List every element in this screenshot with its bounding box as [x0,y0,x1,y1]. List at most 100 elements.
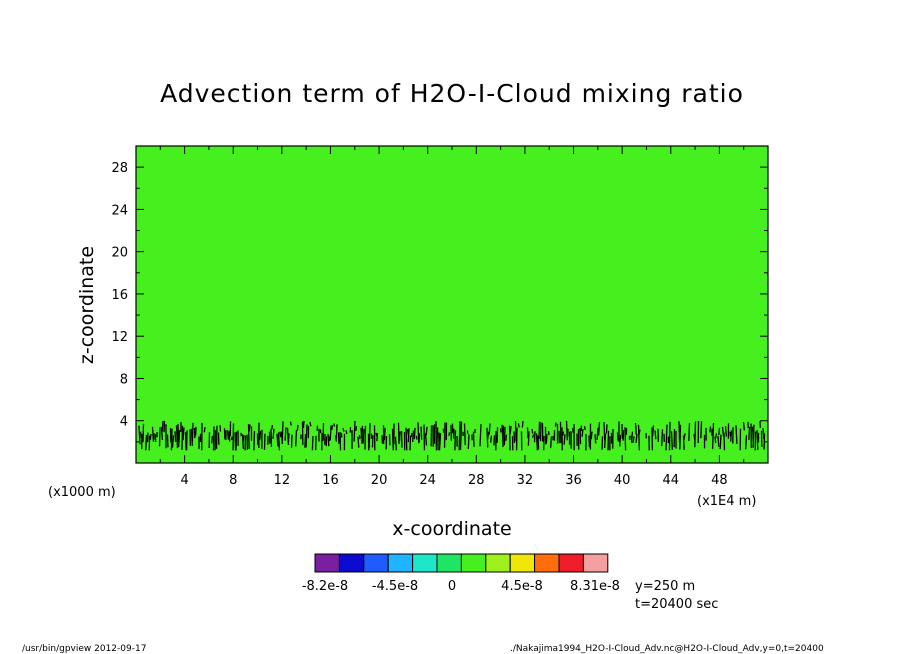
contour-stroke [752,424,755,448]
y-axis-ticks: 4 8 12 16 20 24 28 [111,161,768,443]
contour-stroke [279,431,282,438]
contour-stroke [289,421,292,426]
y-tick-label: 28 [111,161,128,176]
contour-stroke [624,427,627,451]
x-tick-label: 36 [565,473,582,488]
contour-stroke [590,431,593,440]
x-tick-label: 12 [274,473,291,488]
contour-stroke [184,432,187,451]
contour-stroke [721,426,725,437]
contour-stroke [358,434,361,440]
contour-stroke [362,428,365,444]
contour-stroke [309,421,312,427]
contour-stroke [635,434,638,443]
contour-stroke [211,435,214,444]
contour-stroke [295,429,298,447]
contour-stroke [562,431,565,436]
contour-stroke [694,421,697,448]
plot-background [136,146,768,463]
contour-stroke [335,424,338,439]
x-tick-label: 28 [468,473,485,488]
contour-stroke [537,435,540,450]
footer-left: /usr/bin/gpview 2012-09-17 [22,644,146,654]
x-tick-label: 40 [614,473,631,488]
contour-stroke [242,435,245,442]
contour-stroke [287,433,290,443]
x-tick-label: 20 [371,473,388,488]
x-tick-label: 4 [180,473,188,488]
contour-stroke [748,426,751,440]
contour-stroke [438,433,442,451]
contour-stroke [333,423,336,427]
x-tick-label: 24 [419,473,436,488]
contour-stroke [138,425,141,445]
contour-stroke [355,426,358,432]
contour-stroke [139,431,142,438]
contour-stroke [226,430,230,440]
contour-stroke [651,425,655,437]
contour-stroke [302,420,305,428]
y-tick-label: 4 [120,415,128,430]
contour-stroke [234,432,237,451]
contour-stroke [248,424,251,432]
contour-stroke [272,428,275,439]
contour-stroke [605,424,608,434]
contour-stroke [263,433,266,451]
colorbar-swatch [412,553,438,573]
contour-stroke [724,425,728,437]
contour-stroke [327,434,330,447]
x-tick-label: 8 [229,473,237,488]
chart-title: Advection term of H2O-I-Cloud mixing rat… [160,79,744,108]
contour-stroke [413,427,416,440]
contour-stroke [742,421,746,431]
x-unit-right: (x1E4 m) [697,494,756,509]
contour-stroke [459,421,463,450]
contour-stroke [488,423,491,435]
contour-stroke [571,428,574,434]
x-axis-label: x-coordinate [392,518,511,540]
contour-stroke [458,421,461,451]
contour-stroke [549,436,553,449]
annotation-y: y=250 m [635,579,695,594]
colorbar-swatch [387,553,414,573]
contour-stroke [271,424,274,430]
contour-stroke [420,426,423,440]
contour-stroke [191,422,194,442]
contour-stroke [357,436,360,448]
contour-stroke [171,435,175,448]
contour-stroke [509,425,512,434]
contour-stroke [505,434,508,441]
contour-stroke [181,425,184,450]
contour-stroke [762,428,765,439]
contour-stroke [175,425,179,449]
contour-stroke [670,431,674,450]
contour-stroke [554,422,557,427]
contour-stroke [579,427,582,445]
contour-stroke [182,427,185,441]
contour-stroke [490,435,493,443]
x-tick-label: 48 [711,473,728,488]
contour-stroke [259,430,262,441]
contour-stroke [683,433,686,440]
contour-stroke [142,423,145,443]
contour-stroke [603,422,606,441]
contour-stroke [203,426,206,433]
contour-stroke [284,427,287,441]
contour-stroke [547,431,550,436]
contour-stroke [241,434,245,449]
x-tick-label: 44 [662,473,679,488]
colorbar-label: -4.5e-8 [372,579,418,594]
contour-stroke [531,434,535,438]
contour-stroke [253,430,256,451]
y-tick-label: 20 [111,246,128,261]
contour-stroke [632,436,635,443]
colorbar-swatch [436,553,462,573]
contour-stroke [545,433,548,444]
contour-stroke [454,430,457,451]
contour-stroke [563,434,566,445]
contour-stroke [145,434,148,451]
annotation-t: t=20400 sec [635,597,718,612]
contour-stroke [339,432,342,451]
contour-stroke [371,435,374,448]
